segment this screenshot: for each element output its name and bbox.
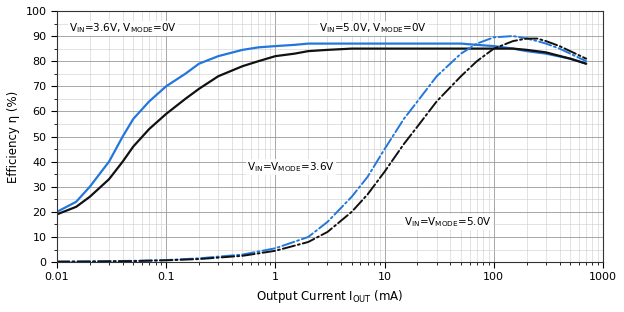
Text: V$_\mathregular{IN}$=3.6V, V$_\mathregular{MODE}$=0V: V$_\mathregular{IN}$=3.6V, V$_\mathregul… [69,22,177,36]
Text: V$_\mathregular{IN}$=5.0V, V$_\mathregular{MODE}$=0V: V$_\mathregular{IN}$=5.0V, V$_\mathregul… [319,22,427,36]
Text: V$_\mathregular{IN}$=V$_\mathregular{MODE}$=5.0V: V$_\mathregular{IN}$=V$_\mathregular{MOD… [404,215,492,229]
X-axis label: Output Current I$_\mathregular{OUT}$ (mA): Output Current I$_\mathregular{OUT}$ (mA… [256,288,404,305]
Text: V$_\mathregular{IN}$=V$_\mathregular{MODE}$=3.6V: V$_\mathregular{IN}$=V$_\mathregular{MOD… [247,160,334,173]
Y-axis label: Efficiency η (%): Efficiency η (%) [7,90,20,183]
